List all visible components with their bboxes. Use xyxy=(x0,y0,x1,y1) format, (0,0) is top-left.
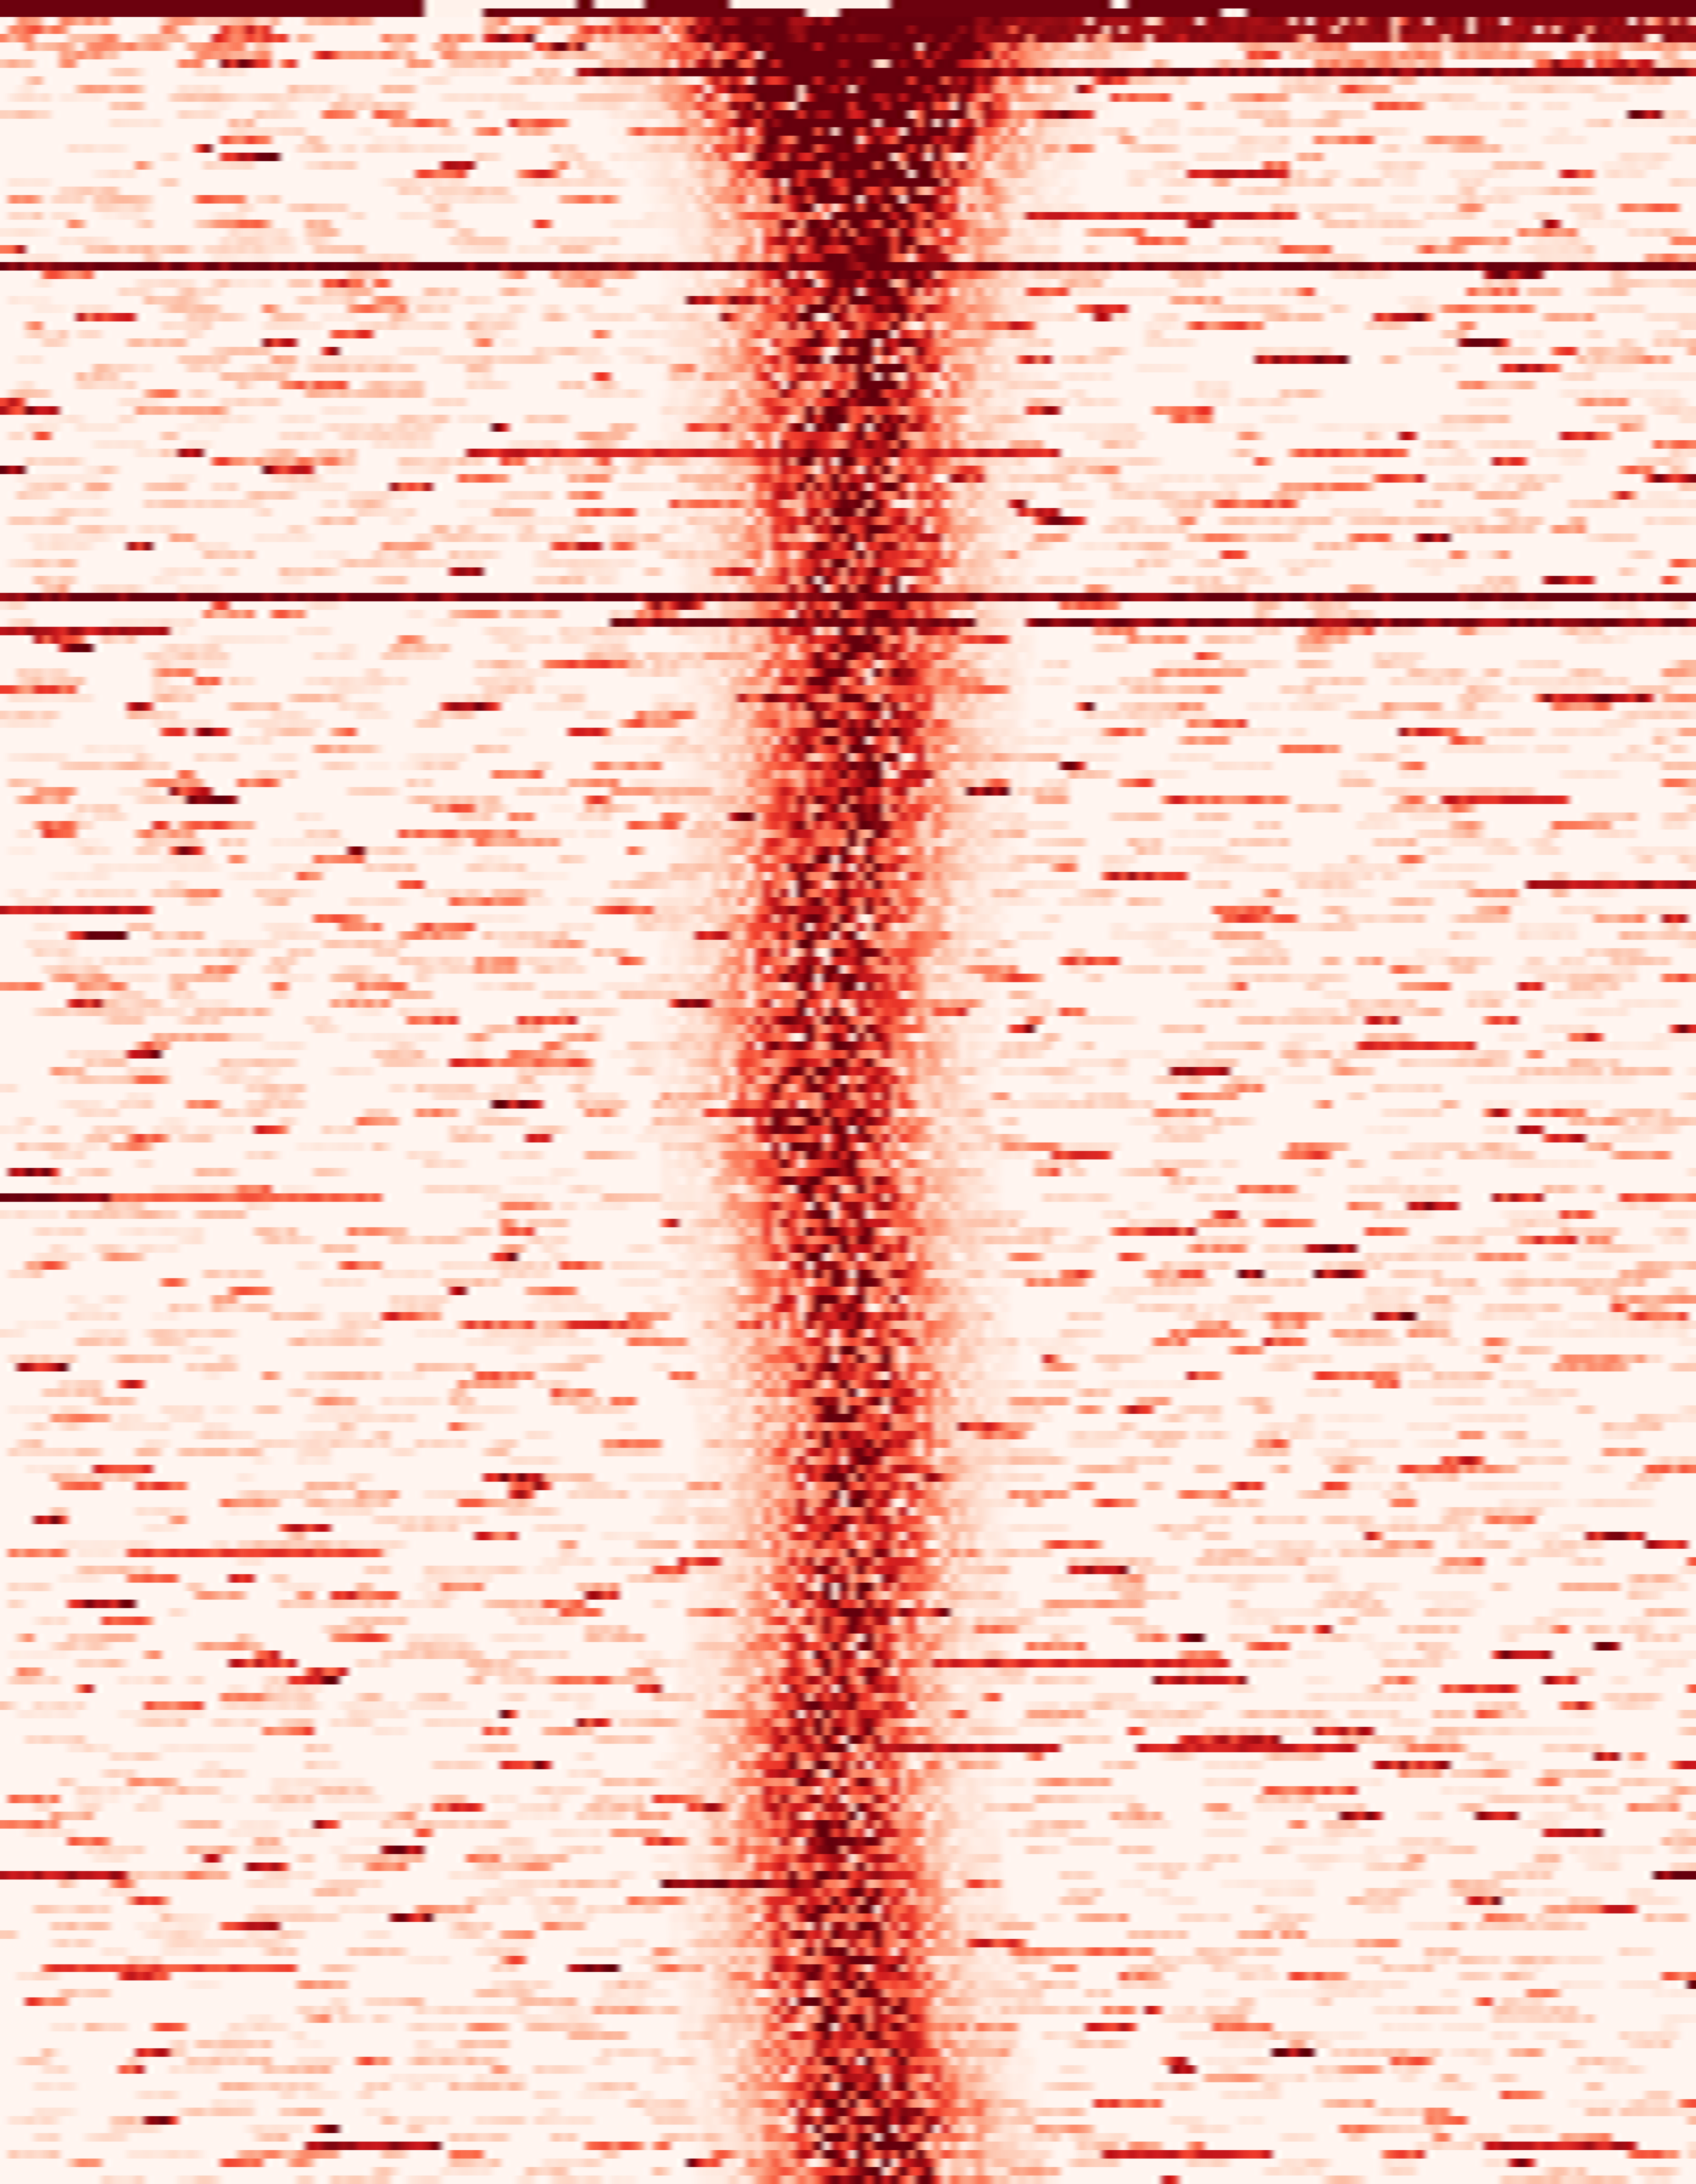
heatmap-figure xyxy=(0,0,1696,2184)
heatmap-canvas xyxy=(0,0,1696,2184)
